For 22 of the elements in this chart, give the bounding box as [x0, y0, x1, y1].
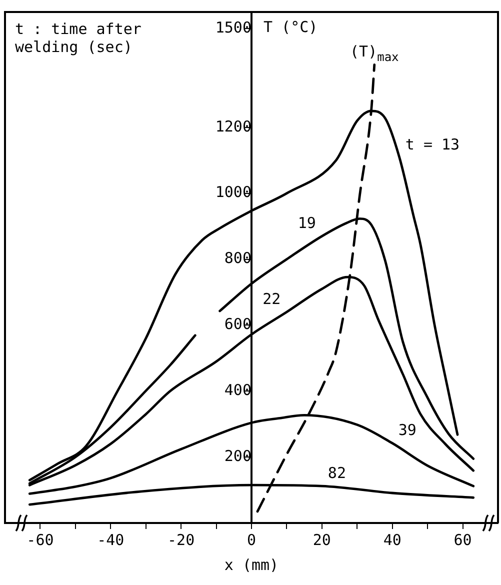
x-tick-label: -60 — [26, 530, 54, 549]
x-tick-label: 0 — [246, 530, 256, 549]
y-axis-title: T (°C) — [264, 18, 318, 36]
x-tick-label: -40 — [97, 530, 124, 549]
annotation: 82 — [328, 464, 346, 482]
x-tick-label: 40 — [383, 530, 402, 549]
annotation: 19 — [298, 214, 316, 232]
x-tick-label: 20 — [312, 530, 331, 549]
y-tick-label: 400 — [224, 381, 252, 400]
annotation: t = 13 — [405, 135, 460, 154]
annotation: t : time after welding (sec) — [15, 20, 142, 56]
y-tick-label: 1000 — [215, 183, 252, 202]
y-tick-label: 800 — [224, 249, 252, 268]
y-tick-label: 1200 — [215, 117, 252, 136]
annotation: 22 — [262, 290, 281, 308]
y-tick-label: 200 — [224, 446, 252, 465]
y-tick-label: 1500 — [215, 18, 252, 36]
x-tick-label: 60 — [454, 530, 472, 549]
x-axis-title: x (mm) — [224, 556, 279, 574]
annotation: 39 — [398, 421, 416, 440]
x-tick-label: -20 — [168, 530, 195, 549]
y-tick-label: 600 — [224, 315, 252, 334]
